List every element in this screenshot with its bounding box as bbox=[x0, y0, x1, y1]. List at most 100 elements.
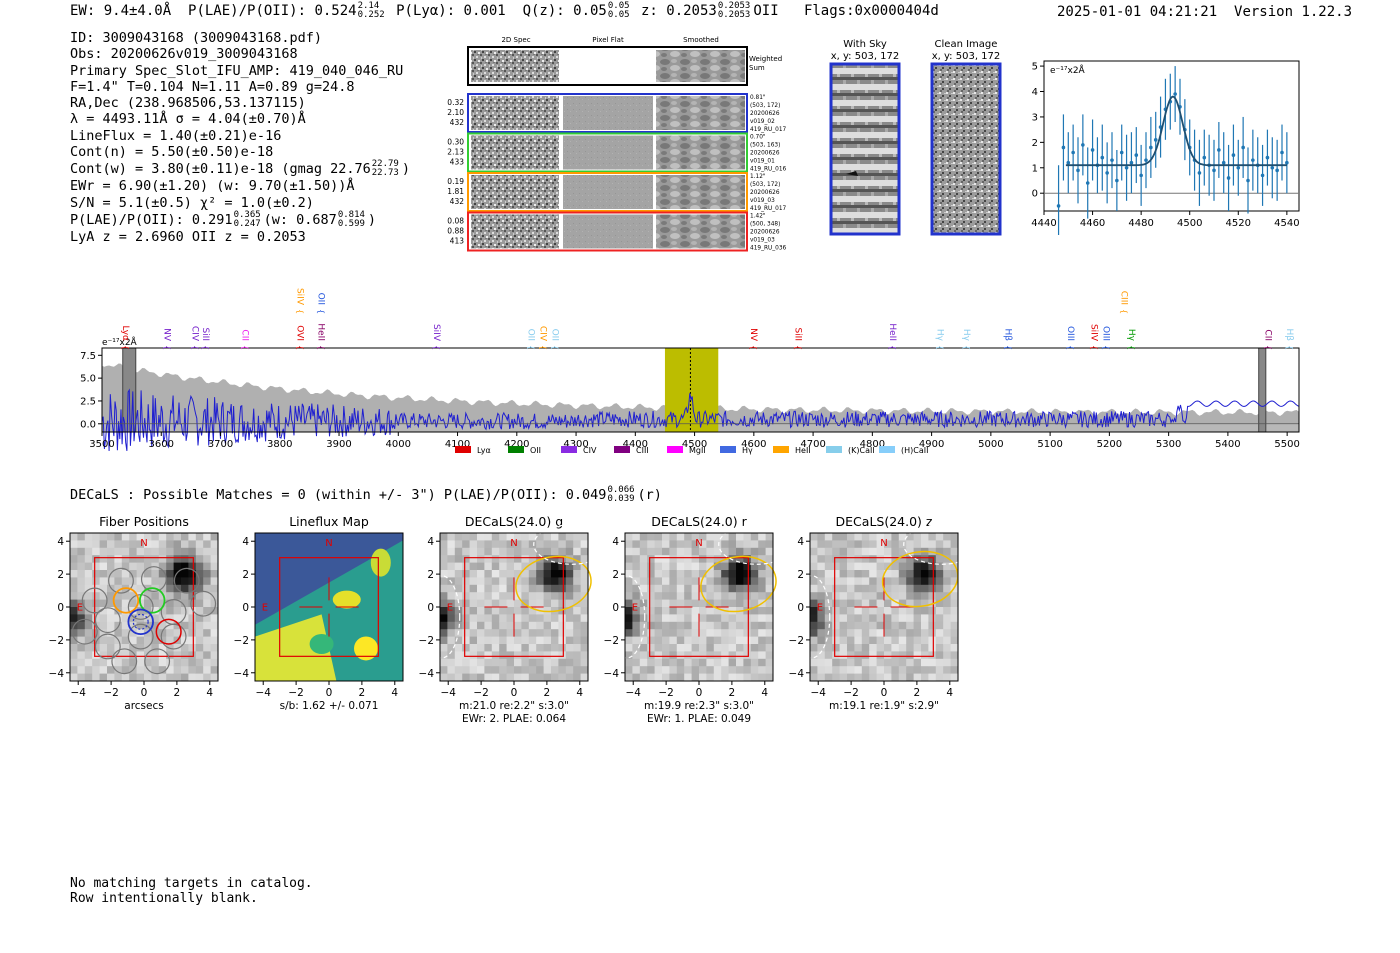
image-pixel bbox=[491, 644, 500, 652]
image-pixel bbox=[817, 644, 826, 652]
image-pixel bbox=[99, 673, 108, 681]
image-pixel bbox=[625, 621, 633, 630]
image-pixel bbox=[854, 621, 863, 630]
image-pixel bbox=[469, 547, 478, 556]
line-label-brace: { bbox=[793, 345, 802, 350]
line-label-brace: { bbox=[316, 309, 325, 314]
line-label: Hγ bbox=[935, 329, 945, 342]
image-pixel bbox=[136, 666, 145, 674]
image-pixel bbox=[573, 651, 581, 660]
image-pixel bbox=[669, 651, 678, 660]
spectrum-frame bbox=[101, 347, 1300, 433]
image-pixel bbox=[573, 666, 581, 674]
image-pixel bbox=[684, 666, 692, 674]
line-label-brace: { bbox=[1066, 345, 1075, 350]
aperture-box bbox=[279, 557, 379, 657]
image-pixel bbox=[736, 658, 744, 667]
image-pixel bbox=[632, 562, 641, 571]
line-label-brace: { bbox=[201, 345, 210, 350]
image-pixel bbox=[824, 577, 833, 586]
image-pixel bbox=[950, 547, 958, 556]
image-pixel bbox=[447, 584, 456, 593]
image-pixel bbox=[676, 614, 685, 623]
image-pixel bbox=[713, 607, 722, 615]
image-pixel bbox=[691, 607, 700, 615]
image-pixel bbox=[743, 644, 752, 652]
fiber-circle bbox=[173, 567, 200, 594]
image-pixel bbox=[440, 540, 448, 549]
image-pixel bbox=[469, 599, 478, 608]
image-pixel bbox=[166, 666, 174, 674]
image-pixel bbox=[824, 540, 833, 549]
image-pixel bbox=[447, 555, 456, 563]
image-pixel bbox=[107, 562, 115, 571]
image-pixel bbox=[854, 562, 863, 571]
image-pixel bbox=[92, 592, 100, 600]
image-pixel bbox=[758, 555, 766, 563]
image-pixel bbox=[713, 592, 722, 600]
image-pixel bbox=[580, 599, 588, 608]
image-pixel bbox=[884, 584, 892, 593]
image-pixel bbox=[129, 629, 137, 637]
image-pixel bbox=[521, 607, 530, 615]
legend-swatch bbox=[508, 446, 524, 453]
panel-xtick-label: −2 bbox=[288, 687, 303, 699]
image-pixel bbox=[706, 577, 715, 586]
image-pixel bbox=[847, 607, 855, 615]
image-pixel bbox=[750, 547, 759, 556]
image-pixel bbox=[935, 644, 944, 652]
image-pixel bbox=[521, 599, 530, 608]
spectrum-xtick-label: 4500 bbox=[682, 439, 707, 450]
image-pixel bbox=[84, 673, 93, 681]
image-pixel bbox=[114, 629, 123, 637]
image-pixel bbox=[699, 562, 707, 571]
decals-band: (r) bbox=[637, 487, 662, 503]
image-pixel bbox=[906, 621, 914, 630]
image-pixel bbox=[765, 673, 773, 681]
image-pixel bbox=[891, 651, 900, 660]
image-pixel bbox=[514, 621, 522, 630]
image-pixel bbox=[691, 577, 700, 586]
image-pixel bbox=[728, 547, 737, 556]
image-pixel bbox=[750, 577, 759, 586]
image-pixel bbox=[810, 562, 818, 571]
image-pixel bbox=[454, 644, 463, 652]
image-pixel bbox=[114, 577, 123, 586]
panel-ytick-label: 4 bbox=[612, 536, 619, 548]
image-pixel bbox=[188, 644, 197, 652]
clean-image bbox=[930, 62, 1002, 236]
image-pixel bbox=[684, 629, 692, 637]
cutout-row-detail: 1.12" bbox=[750, 174, 766, 180]
image-pixel bbox=[876, 629, 885, 637]
image-pixel bbox=[625, 570, 633, 578]
image-pixel bbox=[625, 577, 633, 586]
image-pixel bbox=[906, 673, 914, 681]
image-pixel bbox=[817, 592, 826, 600]
image-pixel bbox=[950, 592, 958, 600]
image-pixel bbox=[107, 666, 115, 674]
image-pixel bbox=[499, 584, 507, 593]
image-pixel bbox=[691, 636, 700, 645]
image-pixel bbox=[129, 636, 137, 645]
z-hi: 0.2053 bbox=[717, 1, 751, 11]
image-pixel bbox=[158, 651, 167, 660]
image-pixel bbox=[558, 562, 567, 571]
image-pixel bbox=[943, 584, 951, 593]
legend-swatch bbox=[720, 446, 736, 453]
cutout-row-detail: (500, 348) bbox=[750, 222, 780, 228]
image-pixel bbox=[898, 614, 907, 623]
image-pixel bbox=[447, 614, 456, 623]
image-pixel bbox=[647, 533, 655, 541]
image-pixel bbox=[662, 562, 670, 571]
zoom-point bbox=[1280, 150, 1284, 155]
image-pixel bbox=[654, 540, 663, 549]
image-pixel bbox=[173, 658, 182, 667]
image-pixel bbox=[536, 658, 544, 667]
image-pixel bbox=[203, 621, 211, 630]
image-pixel bbox=[506, 673, 515, 681]
image-pixel bbox=[654, 562, 663, 571]
image-pixel bbox=[876, 644, 885, 652]
image-pixel bbox=[536, 584, 544, 593]
image-pixel bbox=[736, 614, 744, 623]
image-pixel bbox=[543, 584, 552, 593]
